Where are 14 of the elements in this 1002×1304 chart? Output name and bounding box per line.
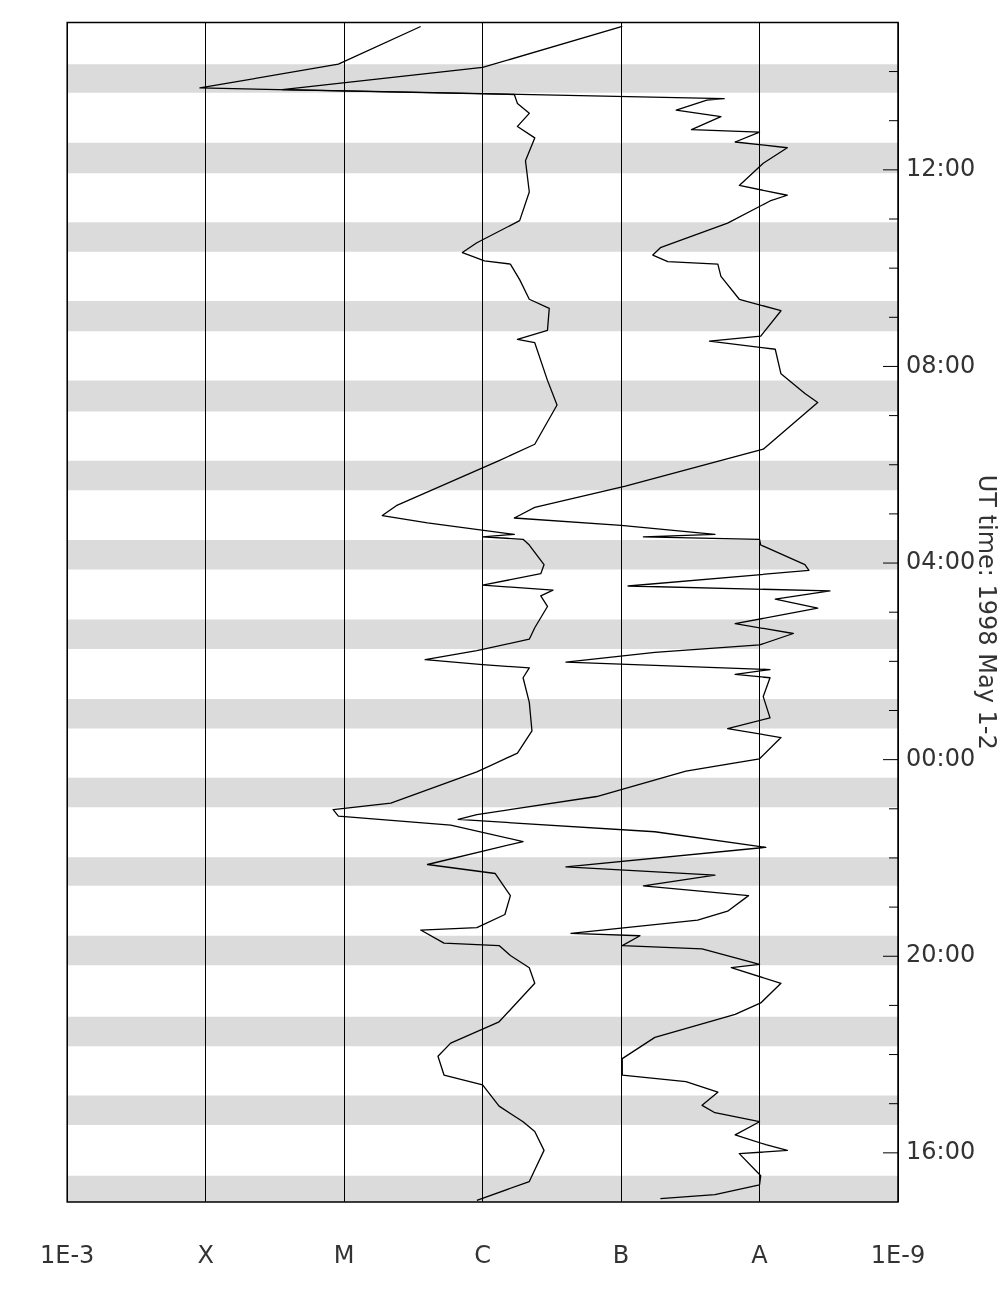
x-tick-label: A	[751, 1240, 769, 1269]
x-tick-label: 1E-9	[870, 1240, 926, 1269]
x-tick-label: M	[333, 1240, 355, 1269]
y-axis-title: UT time: 1998 May 1-2	[973, 474, 1002, 750]
y-tick-label: 12:00	[906, 154, 976, 183]
y-tick-label: 04:00	[906, 547, 976, 576]
y-tick-label: 00:00	[906, 743, 976, 772]
x-tick-label: C	[474, 1240, 491, 1269]
x-tick-label: B	[612, 1240, 630, 1269]
x-tick-label: 1E-3	[39, 1240, 95, 1269]
x-tick-label: X	[197, 1240, 214, 1269]
y-tick-label: 16:00	[906, 1137, 976, 1166]
y-tick-label: 08:00	[906, 350, 976, 379]
y-tick-label: 20:00	[906, 940, 976, 969]
